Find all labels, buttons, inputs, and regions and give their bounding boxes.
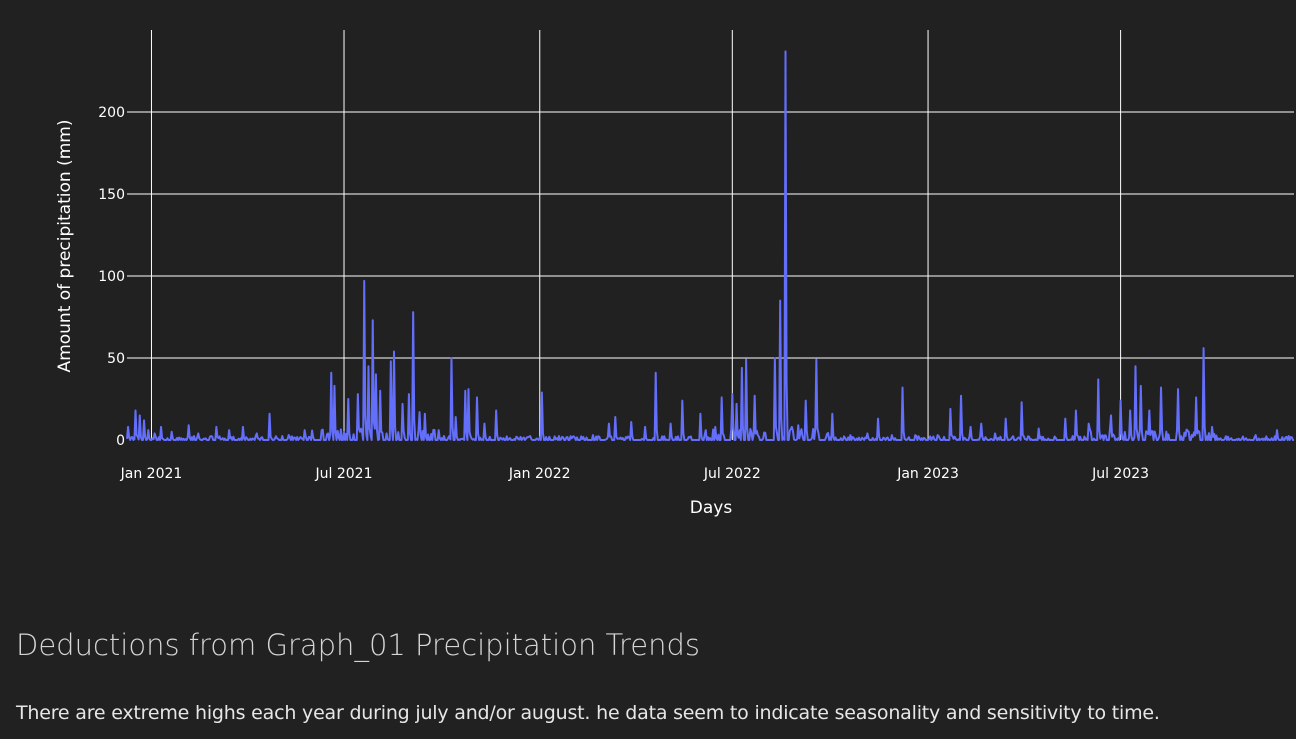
x-tick-label: Jan 2021 <box>120 466 183 482</box>
series-line-precipitation <box>126 50 1294 441</box>
y-tick-label: 50 <box>107 351 125 367</box>
x-tick-label: Jan 2023 <box>896 466 959 482</box>
series-layer <box>126 50 1294 441</box>
y-tick-label: 150 <box>98 187 125 203</box>
y-tick-label: 0 <box>116 433 125 449</box>
x-tick-label: Jul 2021 <box>315 466 373 482</box>
x-tick-label: Jan 2022 <box>508 466 571 482</box>
y-tick-label: 100 <box>98 269 125 285</box>
x-axis: Jan 2021 Jul 2021 Jan 2022 Jul 2022 Jan 2023… <box>120 466 1149 482</box>
grid <box>127 30 1294 440</box>
y-axis: 0 50 100 150 200 <box>98 105 125 449</box>
precipitation-chart: Jan 2021 Jul 2021 Jan 2022 Jul 2022 Jan 2023… <box>55 30 1294 518</box>
x-tick-label: Jul 2023 <box>1091 466 1149 482</box>
x-tick-label: Jul 2022 <box>703 466 761 482</box>
y-tick-label: 200 <box>98 105 125 121</box>
deduction-paragraph: There are extreme highs each year during… <box>16 702 1160 724</box>
section-heading: Deductions from Graph_01 Precipitation T… <box>16 628 701 662</box>
x-axis-title: Days <box>690 498 733 518</box>
y-axis-title: Amount of precipitation (mm) <box>55 120 75 373</box>
